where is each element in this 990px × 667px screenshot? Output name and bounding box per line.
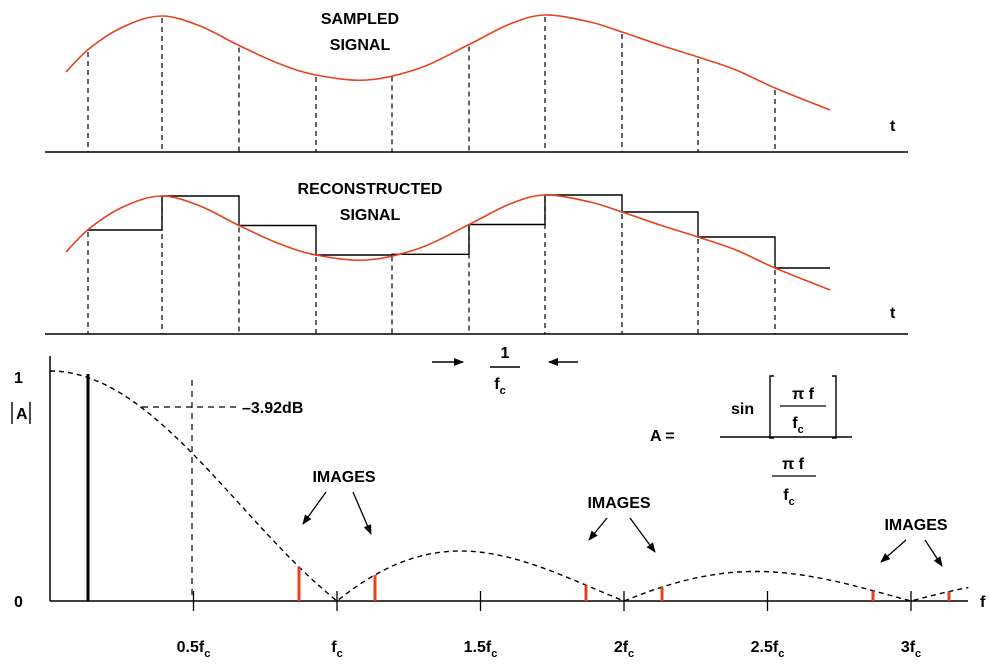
images-arrow: [352, 491, 372, 535]
images-annotation-2: IMAGES: [587, 495, 656, 553]
reconstructed-label-line1: RECONSTRUCTED: [298, 181, 443, 198]
sinc-envelope-curve: [50, 370, 969, 602]
image-lines: [297, 566, 951, 601]
images-label: IMAGES: [312, 469, 375, 486]
formula-fc-top: fc: [792, 415, 803, 436]
zero-order-hold-staircase: [88, 194, 830, 269]
images-annotation-3: IMAGES: [880, 517, 948, 567]
sample-period-marker: 1 fc: [432, 345, 578, 397]
images-label: IMAGES: [884, 517, 947, 534]
sampled-signal-curve: [65, 14, 831, 111]
amplitude-one-label: 1: [14, 370, 23, 387]
reconstructed-signal-curve: [65, 194, 831, 291]
formula-pi-f-bottom: π f: [782, 456, 805, 473]
images-annotation-1: IMAGES: [302, 469, 376, 535]
time-axis-label-mid: t: [890, 305, 896, 322]
amplitude-symbol: A: [16, 406, 28, 423]
formula-sin: sin: [731, 401, 754, 418]
sampled-label-line1: SAMPLED: [321, 11, 399, 28]
images-arrow: [924, 539, 943, 567]
sample-lines: [87, 197, 776, 334]
reconstructed-label-line2: SIGNAL: [340, 207, 401, 224]
frequency-tick-label: fc: [331, 639, 342, 660]
frequency-tick-label: 1.5fc: [464, 639, 498, 660]
amplitude-zero-label: 0: [14, 594, 23, 611]
images-label: IMAGES: [587, 495, 650, 512]
formula-pi-f-top: π f: [792, 386, 815, 403]
formula-lhs: A =: [650, 428, 675, 445]
sinc-formula: A = sin π f fc π f fc: [650, 375, 852, 508]
db-label: –3.92dB: [242, 400, 303, 417]
frequency-response-panel: –3.92dB 1 0 A f 0.5fc fc 1.5fc 2fc 2.5fc 3fc …: [11, 356, 986, 660]
images-arrow: [588, 517, 608, 541]
frequency-tick-marks: [192, 591, 912, 611]
period-numerator: 1: [501, 345, 510, 362]
frequency-axis-label: f: [980, 594, 986, 611]
frequency-tick-label: 2fc: [614, 639, 634, 660]
images-arrow: [302, 491, 327, 525]
period-denominator: fc: [494, 376, 505, 397]
formula-bracket-left: [769, 375, 774, 439]
reconstructed-signal-panel: RECONSTRUCTED SIGNAL t: [45, 181, 908, 335]
sampled-label-line2: SIGNAL: [330, 37, 391, 54]
images-arrow: [880, 539, 907, 563]
time-axis-label-top: t: [890, 118, 896, 135]
frequency-tick-label: 2.5fc: [751, 639, 785, 660]
formula-fc-bottom: fc: [783, 487, 794, 508]
frequency-tick-label: 0.5fc: [177, 639, 211, 660]
sample-lines: [87, 17, 776, 152]
frequency-tick-label: 3fc: [901, 639, 921, 660]
images-arrow: [629, 517, 656, 553]
amplitude-axis-label: A: [11, 402, 31, 424]
frequency-tick-labels: 0.5fc fc 1.5fc 2fc 2.5fc 3fc: [177, 639, 922, 660]
formula-bracket-right: [832, 375, 837, 439]
sampled-signal-panel: SAMPLED SIGNAL t: [45, 11, 908, 153]
